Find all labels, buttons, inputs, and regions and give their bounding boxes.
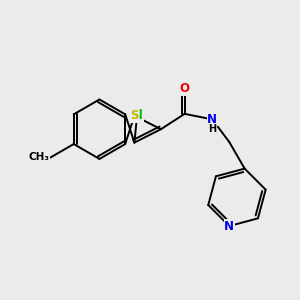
Text: O: O [180,82,190,95]
Text: N: N [224,220,234,232]
Text: CH₃: CH₃ [28,152,49,162]
Text: N: N [207,113,217,126]
Text: Cl: Cl [131,110,143,122]
Text: H: H [208,124,216,134]
Text: S: S [130,109,139,122]
